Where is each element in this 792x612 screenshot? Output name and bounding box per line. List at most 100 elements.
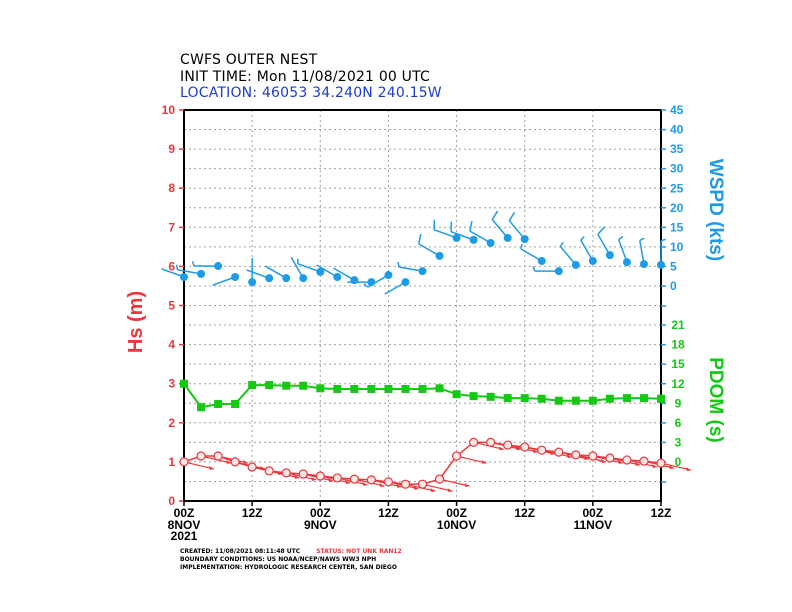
wspd-point — [282, 274, 291, 283]
hs-arrow-head — [686, 467, 691, 472]
wind-barb-flag — [559, 241, 564, 247]
pdom-tick-label: 12 — [671, 377, 685, 391]
pdom-point — [571, 396, 580, 405]
hs-arrow-head — [243, 460, 249, 465]
pdom-point — [367, 384, 376, 393]
wind-barb-flag — [597, 226, 606, 235]
hs-tick-label: 4 — [168, 338, 175, 352]
pdom-point — [588, 396, 597, 405]
hs-point — [434, 474, 445, 484]
hs-point — [349, 474, 359, 484]
pdom-axis-label: PDOM (s) — [705, 357, 726, 443]
pdom-point — [299, 381, 308, 390]
pdom-point — [622, 394, 631, 403]
wind-barb-flag — [580, 235, 585, 241]
hs-arrow-head — [430, 488, 436, 493]
hs-arrow-head — [362, 481, 368, 486]
hs-arrow-head — [447, 488, 453, 493]
wspd-point — [657, 260, 665, 269]
hs-tick-label: 10 — [162, 103, 176, 117]
pdom-point — [452, 390, 461, 399]
wspd-point — [333, 273, 342, 282]
hs-point — [366, 475, 376, 485]
pdom-point — [657, 394, 665, 403]
hs-direction-arrow — [660, 462, 692, 471]
hs-arrow-head — [209, 465, 214, 470]
hs-point — [554, 447, 564, 457]
hs-point — [247, 462, 257, 472]
wspd-tick-label: 10 — [670, 240, 684, 254]
implementation-text: IMPLEMENTATION: HYDROLOGIC RESEARCH CENT… — [180, 564, 397, 571]
hs-arrow-head — [617, 460, 623, 465]
hs-arrow-head — [668, 465, 674, 470]
hs-arrow-head — [226, 460, 232, 465]
wspd-point — [435, 251, 444, 260]
hs-point — [213, 451, 223, 461]
footer-line-1: CREATED: 11/08/2021 08:11:48 UTC STATUS:… — [180, 548, 402, 555]
wind-barb-staff — [520, 248, 543, 262]
hs-point — [417, 479, 428, 489]
pdom-point — [265, 381, 274, 390]
hs-arrow-head — [294, 474, 300, 479]
x-date-label: 8NOV — [168, 518, 201, 532]
wspd-tick-label: 30 — [670, 162, 684, 176]
pdom-point — [282, 381, 291, 390]
wind-barb-flag — [469, 221, 473, 232]
hs-point — [588, 451, 598, 461]
hs-arrow-head — [481, 460, 487, 465]
wspd-point — [418, 267, 427, 276]
pdom-tick-label: 9 — [675, 396, 682, 410]
wspd-point — [639, 260, 648, 269]
hs-point — [486, 437, 496, 447]
hs-point — [400, 479, 411, 489]
wind-barb-staff — [469, 230, 492, 244]
pdom-point — [384, 384, 393, 393]
wind-barb-flag — [532, 266, 536, 272]
hs-arrow-head — [566, 454, 572, 459]
hs-direction-arrow — [439, 478, 470, 487]
hs-arrow-head — [498, 446, 504, 451]
x-date-label: 2021 — [171, 529, 198, 543]
wspd-point — [214, 262, 223, 271]
hs-tick-label: 7 — [168, 220, 175, 234]
wind-barb-flag — [618, 235, 624, 241]
hs-axis-label: Hs (m) — [125, 291, 147, 353]
wind-barb-flag — [363, 283, 369, 288]
pdom-point — [520, 394, 529, 403]
pdom-point — [554, 396, 563, 405]
status-text: STATUS: NOT UNK RAN12 — [316, 548, 402, 555]
hs-point — [383, 477, 394, 487]
hs-point — [315, 471, 325, 481]
wspd-point — [486, 238, 495, 247]
boundary-text: BOUNDARY CONDITIONS: US NOAA/NCEP/NAWS W… — [180, 556, 377, 563]
x-tick-label: 00Z — [446, 506, 467, 520]
hs-tick-label: 9 — [168, 142, 175, 156]
hs-direction-arrow — [456, 455, 487, 464]
pdom-point — [316, 384, 325, 393]
wspd-tick-label: 45 — [670, 103, 684, 117]
hs-point — [537, 445, 547, 455]
x-tick-label: 00Z — [310, 506, 331, 520]
pdom-point — [435, 384, 444, 393]
hs-point — [264, 466, 274, 476]
hs-point — [520, 442, 530, 452]
pdom-point — [486, 392, 495, 401]
x-tick-label: 12Z — [378, 506, 399, 520]
hs-direction-arrow — [422, 483, 453, 492]
wspd-tick-label: 15 — [670, 220, 684, 234]
wind-barb-flag — [520, 243, 523, 250]
pdom-point — [214, 399, 223, 408]
hs-arrow-head — [396, 483, 402, 488]
hs-point — [605, 453, 615, 463]
wspd-point — [588, 256, 597, 265]
hs-arrow-head — [634, 461, 640, 466]
wspd-point — [605, 251, 614, 260]
wspd-point — [452, 233, 461, 242]
x-tick-label: 12Z — [514, 506, 535, 520]
hs-point — [571, 450, 581, 460]
wspd-axis-label: WSPD (kts) — [705, 159, 726, 261]
wspd-tick-label: 35 — [670, 142, 684, 156]
wspd-point — [299, 274, 308, 283]
pdom-tick-label: 3 — [675, 435, 682, 449]
hs-point — [622, 455, 632, 465]
